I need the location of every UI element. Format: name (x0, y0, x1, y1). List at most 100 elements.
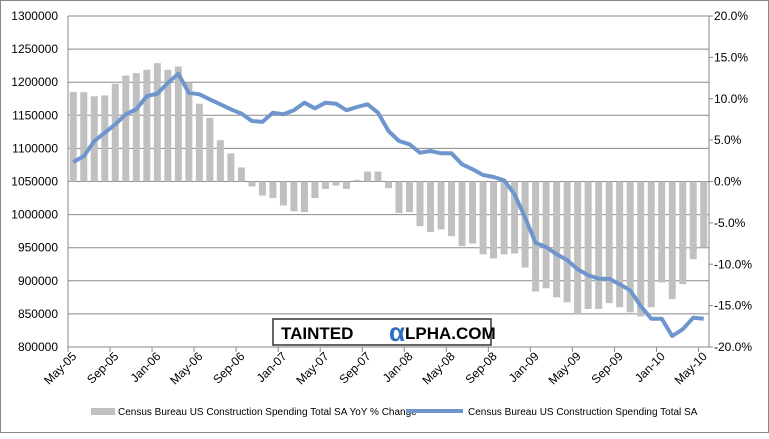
bar (689, 181, 697, 260)
legend-bar-swatch (91, 408, 115, 415)
bar (269, 181, 277, 199)
bar (290, 181, 298, 212)
left-axis-labels: 800000 850000 900000 950000 1000000 1050000 11… (11, 9, 58, 354)
bar (448, 181, 456, 237)
bar (374, 171, 382, 182)
x-tick-label: May-08 (419, 349, 457, 387)
x-tick-label: Jan-08 (380, 349, 416, 385)
bar (164, 69, 172, 182)
bar (679, 181, 687, 285)
right-axis-labels: -20.0% -15.0% -10.0% -5.0% 0.0% 5.0% 10.0% 15.0… (714, 9, 752, 354)
x-tick-label: Jan-06 (128, 349, 164, 385)
bar (216, 140, 224, 182)
bar (668, 181, 676, 300)
bar (321, 181, 329, 189)
left-tick-label: 1100000 (12, 141, 58, 155)
bar (479, 181, 487, 255)
bar (332, 181, 340, 186)
bar (511, 181, 519, 254)
bar (111, 83, 119, 182)
right-tick-label: -20.0% (714, 340, 752, 354)
bar (574, 181, 582, 314)
bar (300, 181, 308, 213)
left-tick-label: 1300000 (11, 9, 58, 23)
left-tick-label: 950000 (18, 241, 58, 255)
legend: Census Bureau US Construction Spending T… (91, 407, 698, 418)
bar (101, 95, 109, 182)
bar (258, 181, 266, 196)
right-tick-label: 5.0% (714, 133, 742, 147)
left-tick-label: 1000000 (11, 208, 58, 222)
bar (406, 181, 414, 213)
x-tick-label: Sep-09 (589, 349, 626, 386)
x-tick-label: Sep-08 (462, 349, 499, 386)
bar (311, 181, 319, 199)
bar (584, 181, 592, 309)
left-tick-label: 1200000 (11, 75, 58, 89)
x-tick-label: May-05 (41, 349, 79, 387)
bar (658, 181, 666, 283)
watermark-right: LPHA.COM (405, 324, 496, 343)
bar (469, 181, 477, 244)
bar (416, 181, 424, 227)
bar (143, 69, 151, 182)
bar (595, 181, 603, 309)
bar (363, 171, 371, 182)
bar (458, 181, 466, 247)
legend-line-label: Census Bureau US Construction Spending T… (468, 407, 698, 418)
watermark-left: TAINTED (281, 324, 353, 343)
x-tick-label: Jan-07 (254, 349, 290, 385)
bar (563, 181, 571, 303)
bar (532, 181, 540, 292)
line-path (72, 71, 704, 338)
bar (195, 103, 203, 182)
right-tick-label: -5.0% (714, 216, 746, 230)
right-tick-label: -15.0% (714, 299, 752, 313)
legend-bar-label: Census Bureau US Construction Spending T… (118, 407, 417, 418)
bar (174, 66, 182, 182)
bar (637, 181, 645, 317)
left-tick-label: 850000 (18, 307, 58, 321)
bar (542, 181, 550, 289)
x-tick-label: Sep-07 (336, 349, 373, 386)
bar (353, 179, 361, 182)
bar (132, 73, 140, 182)
bar (80, 92, 88, 182)
x-axis-labels: May-05 Sep-05 Jan-06 May-06 Sep-06 Jan-07 May-… (41, 349, 710, 387)
bar (616, 181, 624, 308)
x-tick-label: Sep-05 (84, 349, 121, 386)
x-tick-label: May-07 (293, 349, 331, 387)
left-tick-label: 1150000 (12, 108, 58, 122)
axes (67, 16, 710, 352)
bar (248, 181, 256, 187)
bar (227, 153, 235, 182)
x-tick-label: Sep-06 (210, 349, 247, 386)
bar (153, 63, 161, 182)
bar (385, 181, 392, 189)
right-tick-label: 15.0% (714, 50, 748, 64)
x-tick-label: May-09 (546, 349, 584, 387)
bar (626, 181, 634, 313)
left-tick-label: 1050000 (11, 175, 58, 189)
bar (185, 83, 193, 182)
bar (647, 181, 655, 308)
left-tick-label: 1250000 (11, 42, 58, 56)
right-tick-label: 10.0% (714, 92, 748, 106)
bar (122, 75, 130, 182)
bar (437, 181, 445, 230)
bar (206, 117, 214, 182)
x-tick-label: May-06 (167, 349, 205, 387)
x-tick-label: Jan-10 (632, 349, 668, 385)
x-tick-label: Jan-09 (506, 349, 542, 385)
bar (553, 181, 561, 298)
bar (521, 181, 529, 268)
bar-series (69, 63, 708, 317)
bar (342, 181, 350, 189)
left-tick-label: 900000 (18, 274, 58, 288)
bar (427, 181, 435, 232)
bar (605, 181, 613, 304)
right-tick-label: 20.0% (714, 9, 748, 23)
bar (279, 181, 287, 206)
